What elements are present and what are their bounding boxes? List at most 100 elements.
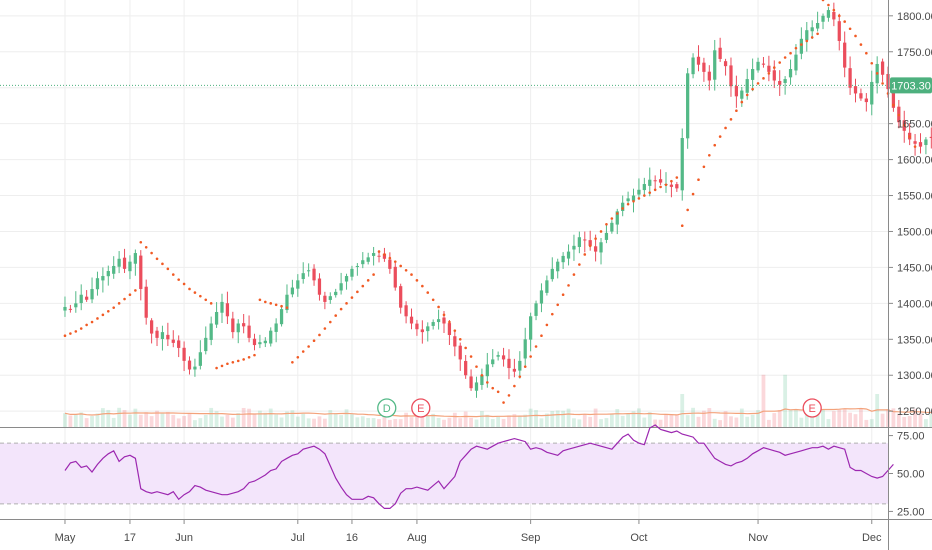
candle [279, 305, 284, 327]
volume-bar [739, 408, 744, 427]
candle [772, 60, 776, 88]
volume-bar [566, 408, 571, 427]
event-letter: E [809, 403, 816, 415]
volume-bar [517, 415, 522, 427]
time-tick-label: 17 [124, 532, 136, 544]
sar-dot [345, 302, 348, 305]
sar-dot [388, 256, 392, 260]
volume-bar [193, 420, 197, 427]
candle [101, 267, 105, 293]
candle [751, 58, 755, 92]
volume-bar [149, 416, 154, 427]
sar-dot [854, 34, 857, 38]
sar-dot [182, 282, 186, 286]
candle [469, 369, 473, 391]
sar-dot [426, 291, 430, 294]
sar-dot [209, 302, 213, 305]
grid-lines [0, 0, 888, 519]
sar-dot [702, 165, 706, 169]
sar-dot [356, 290, 359, 294]
candle [323, 291, 327, 310]
sar-dot [686, 208, 689, 212]
volume-bar [572, 418, 576, 427]
candle [171, 330, 175, 348]
volume-bar [593, 408, 598, 427]
sar-dot [307, 345, 310, 348]
sar-dot [767, 72, 771, 75]
earnings-event-marker[interactable]: E [802, 398, 822, 418]
sar-dot [805, 39, 809, 43]
volume-bar [712, 418, 717, 427]
dividend-event-marker[interactable]: D [377, 398, 397, 418]
sar-dot [442, 313, 446, 317]
volume-bar [788, 410, 793, 427]
price-tick-label: 1800.00 [897, 11, 932, 23]
volume-bar [138, 414, 143, 427]
last-price-tag: 1703.30 [890, 77, 932, 94]
time-axis[interactable]: May 17 Jun Jul 16 Aug Sep Oct Nov Dec [55, 519, 882, 544]
volume-bar [393, 419, 398, 427]
volume-bar [382, 410, 387, 427]
volume-bar [117, 407, 122, 427]
volume-bar [366, 417, 371, 427]
time-tick-label: Dec [862, 532, 882, 544]
sar-dot [171, 273, 175, 276]
sar-dot [821, 0, 825, 2]
rsi-axis[interactable]: 75.00 50.00 25.00 [888, 431, 925, 519]
volume-bar [810, 410, 815, 427]
sar-dot [69, 332, 72, 335]
volume-bar [821, 409, 825, 427]
sar-dot [79, 327, 83, 330]
volume-bar [295, 416, 300, 427]
volume-bar [853, 414, 858, 427]
volume-bar [328, 410, 333, 427]
candle [144, 279, 148, 325]
sar-dot [632, 199, 635, 203]
volume-bar [474, 419, 479, 427]
sar-dot [507, 394, 511, 397]
volume-bar [869, 419, 874, 427]
volume-bar [409, 417, 414, 427]
sar-dot [90, 320, 94, 324]
volume-bar [653, 419, 658, 427]
sar-dot [372, 273, 375, 276]
sar-dot [643, 194, 646, 197]
sar-dot [550, 312, 554, 316]
volume-bar [674, 414, 679, 427]
volume-bar [685, 415, 690, 427]
candle [778, 70, 782, 96]
volume-bar [480, 411, 484, 427]
volume-bar [258, 410, 262, 427]
volume-bar [799, 417, 804, 427]
candle [139, 250, 143, 301]
volume-bar [241, 407, 246, 427]
sar-dot [486, 381, 489, 384]
sar-dot [913, 145, 917, 148]
sar-dot [323, 327, 327, 330]
candle [312, 264, 316, 286]
candle [815, 11, 820, 32]
sar-dot [496, 390, 500, 394]
sar-dot [610, 217, 614, 220]
sar-dot [708, 153, 711, 157]
volume-bar [837, 409, 842, 427]
candle [128, 255, 132, 280]
sar-dot [350, 296, 354, 299]
price-tick-label: 1300.00 [897, 370, 932, 382]
sar-dot [318, 333, 321, 337]
price-axis[interactable]: 1800.001750.001700.001650.001600.001550.… [888, 11, 932, 418]
volume-bar [718, 420, 723, 427]
earnings-event-marker[interactable]: E [411, 398, 431, 418]
sar-dot [588, 244, 592, 248]
volume-bar [896, 413, 901, 427]
candle [832, 2, 836, 27]
volume-bar [626, 413, 630, 427]
sar-dot [789, 51, 792, 55]
volume-bar [620, 415, 625, 427]
candle [480, 368, 484, 390]
sar-dot [188, 287, 191, 291]
candle [214, 302, 219, 328]
candle [274, 318, 278, 343]
candle [767, 55, 771, 82]
